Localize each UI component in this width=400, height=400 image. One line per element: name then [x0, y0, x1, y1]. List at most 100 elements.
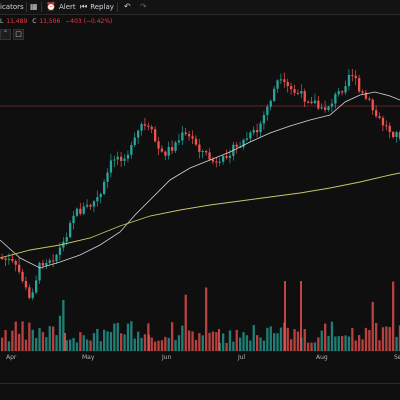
- candle-body: [228, 155, 232, 158]
- volume-bar: [303, 329, 306, 351]
- toolbar-divider: [26, 2, 27, 12]
- candle-body: [55, 254, 58, 262]
- volume-bar: [364, 327, 368, 351]
- volume-bar: [317, 337, 320, 351]
- candle-body: [259, 123, 262, 133]
- redo-button[interactable]: ↷: [140, 2, 150, 12]
- candle-body: [364, 92, 368, 99]
- candle-body: [266, 106, 269, 115]
- candle-body: [113, 159, 116, 161]
- volume-bar: [123, 334, 126, 351]
- volume-bar: [293, 329, 296, 351]
- volume-bar: [177, 335, 181, 351]
- volume-bar: [269, 326, 272, 351]
- candle-body: [245, 138, 249, 140]
- candle-body: [198, 144, 201, 152]
- candle-body: [347, 74, 351, 87]
- templates-icon: ▦: [30, 2, 38, 11]
- volume-bar: [273, 333, 276, 351]
- candle-body: [317, 100, 320, 109]
- time-label: Jun: [162, 354, 172, 361]
- alert-button[interactable]: ⏰ Alert: [46, 2, 76, 12]
- price-chart[interactable]: [0, 15, 400, 352]
- undo-button[interactable]: ↶: [124, 2, 134, 12]
- candle-body: [82, 206, 85, 214]
- candle-body: [31, 292, 34, 298]
- candle-body: [242, 139, 245, 147]
- candle-body: [361, 91, 364, 93]
- volume-bar: [368, 330, 371, 351]
- candle-body: [96, 197, 99, 202]
- candle-body: [283, 79, 286, 82]
- volume-bar: [184, 294, 187, 351]
- volume-spike: [148, 335, 150, 351]
- volume-bar: [259, 337, 262, 351]
- candle-body: [273, 88, 276, 101]
- time-label: Apr: [6, 354, 17, 361]
- candle-body: [188, 134, 191, 137]
- volume-bar: [286, 327, 289, 351]
- toolbar-divider: [41, 2, 42, 12]
- candle-body: [177, 140, 181, 143]
- indicators-label: icators: [0, 3, 24, 11]
- templates-button[interactable]: ▦: [30, 2, 41, 12]
- candle-body: [69, 223, 72, 238]
- volume-bar: [344, 335, 347, 351]
- candle-body: [252, 130, 255, 133]
- candle-body: [157, 141, 160, 149]
- alert-icon: ⏰: [46, 2, 56, 11]
- volume-bar: [62, 300, 65, 351]
- volume-bar: [140, 337, 143, 351]
- candle-body: [296, 92, 300, 94]
- candle-body: [293, 89, 296, 93]
- candle-body: [38, 262, 41, 281]
- replay-button[interactable]: ⏮ Replay: [80, 2, 114, 12]
- candle-body: [45, 262, 48, 266]
- volume-bar: [256, 335, 259, 351]
- volume-bar: [262, 340, 266, 351]
- candle-body: [310, 101, 313, 104]
- volume-bar: [45, 337, 48, 351]
- candle-body: [120, 156, 123, 161]
- volume-bar: [388, 327, 391, 351]
- volume-bar: [324, 323, 327, 351]
- candle-body: [106, 172, 109, 182]
- candle-body: [303, 91, 306, 102]
- square-icon: □: [15, 30, 22, 38]
- candle-body: [86, 204, 89, 207]
- candle-body: [181, 132, 184, 141]
- volume-bar: [92, 333, 96, 351]
- replay-label: Replay: [90, 3, 114, 11]
- legend-low-value: 11,489: [6, 18, 28, 25]
- candle-body: [398, 132, 400, 139]
- volume-bar: [279, 327, 283, 351]
- candle-body: [269, 100, 272, 107]
- volume-bar: [89, 340, 92, 351]
- volume-bar: [58, 315, 62, 351]
- volume-bar: [113, 323, 116, 351]
- candle-body: [126, 154, 130, 159]
- candle-body: [211, 159, 215, 162]
- collapse-legend-button[interactable]: ˄: [0, 29, 11, 40]
- indicators-button[interactable]: icators: [0, 2, 24, 12]
- candle-body: [11, 258, 14, 261]
- object-tree-button[interactable]: □: [13, 29, 24, 40]
- redo-icon: ↷: [140, 2, 147, 11]
- candle-body: [313, 100, 317, 104]
- candle-body: [205, 151, 208, 153]
- volume-bar: [337, 336, 340, 351]
- candle-body: [147, 125, 150, 127]
- volume-bar: [327, 335, 330, 351]
- volume-bar: [174, 340, 177, 351]
- candle-body: [24, 281, 28, 288]
- volume-spike: [284, 281, 286, 351]
- candle-body: [354, 75, 357, 79]
- candle-body: [7, 258, 11, 260]
- candle-body: [103, 181, 106, 194]
- volume-bar: [157, 340, 160, 351]
- alert-label: Alert: [58, 3, 76, 11]
- candle-body: [75, 208, 79, 216]
- volume-spike: [218, 329, 220, 351]
- candle-body: [337, 91, 340, 95]
- volume-bar: [109, 332, 113, 351]
